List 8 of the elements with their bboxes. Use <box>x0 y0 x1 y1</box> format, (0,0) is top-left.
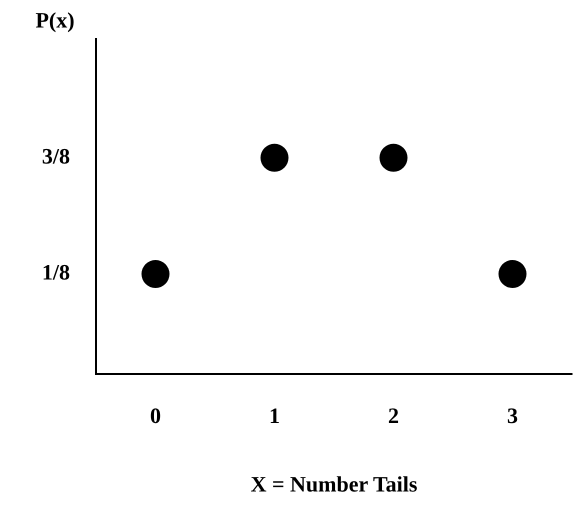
x-tick-label: 1 <box>269 402 280 428</box>
x-tick-label: 3 <box>507 402 518 428</box>
y-tick-label: 3/8 <box>42 143 70 168</box>
x-tick-label: 2 <box>388 402 399 428</box>
y-axis-title: P(x) <box>35 8 75 33</box>
y-tick-label: 1/8 <box>42 260 70 285</box>
x-tick-label: 0 <box>150 402 161 428</box>
x-axis-title: X = Number Tails <box>250 471 418 496</box>
